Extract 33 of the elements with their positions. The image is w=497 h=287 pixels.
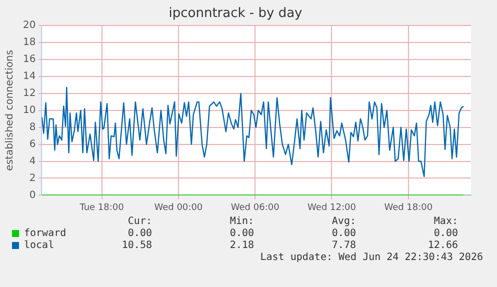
text: Cur: [126,216,152,228]
text: 10.58 [120,240,152,252]
text: 0.00 [432,228,458,240]
y-tick-label: 16 [22,54,36,66]
y-tick-label: 12 [22,88,36,100]
text: 0.00 [126,228,152,240]
text: Last update: Wed Jun 24 22:30:43 2026 [260,252,483,264]
text: 2.18 [228,240,254,252]
y-tick-label: 4 [29,156,36,167]
text: 0.00 [330,228,356,240]
x-tick-label: Tue 18:00 [78,202,124,213]
y-tick-label: 10 [22,104,36,116]
text: Min: [228,216,254,228]
legend-label: forward [24,228,66,240]
y-axis-title: established connections [4,50,16,171]
text: Avg: [330,216,356,228]
x-tick-label: Wed 12:00 [308,202,356,213]
y-tick-label: 20 [22,20,36,32]
x-tick-label: Wed 18:00 [384,202,433,213]
x-tick-label: Wed 06:00 [230,202,280,213]
y-tick-label: 18 [22,37,36,48]
x-tick-label: Wed 00:00 [154,202,203,213]
y-tick-label: 8 [29,122,36,133]
legend-label: local [24,240,54,252]
text: 7.78 [330,240,356,252]
chart-title: ipconntrack - by day [168,6,303,22]
text: 0.00 [228,228,254,240]
y-tick-label: 6 [29,138,36,150]
y-tick-label: 14 [22,71,36,82]
y-tick-label: 0 [29,190,36,201]
text: 12.66 [426,240,458,252]
text: Max: [432,216,458,228]
y-tick-label: 2 [29,172,36,184]
